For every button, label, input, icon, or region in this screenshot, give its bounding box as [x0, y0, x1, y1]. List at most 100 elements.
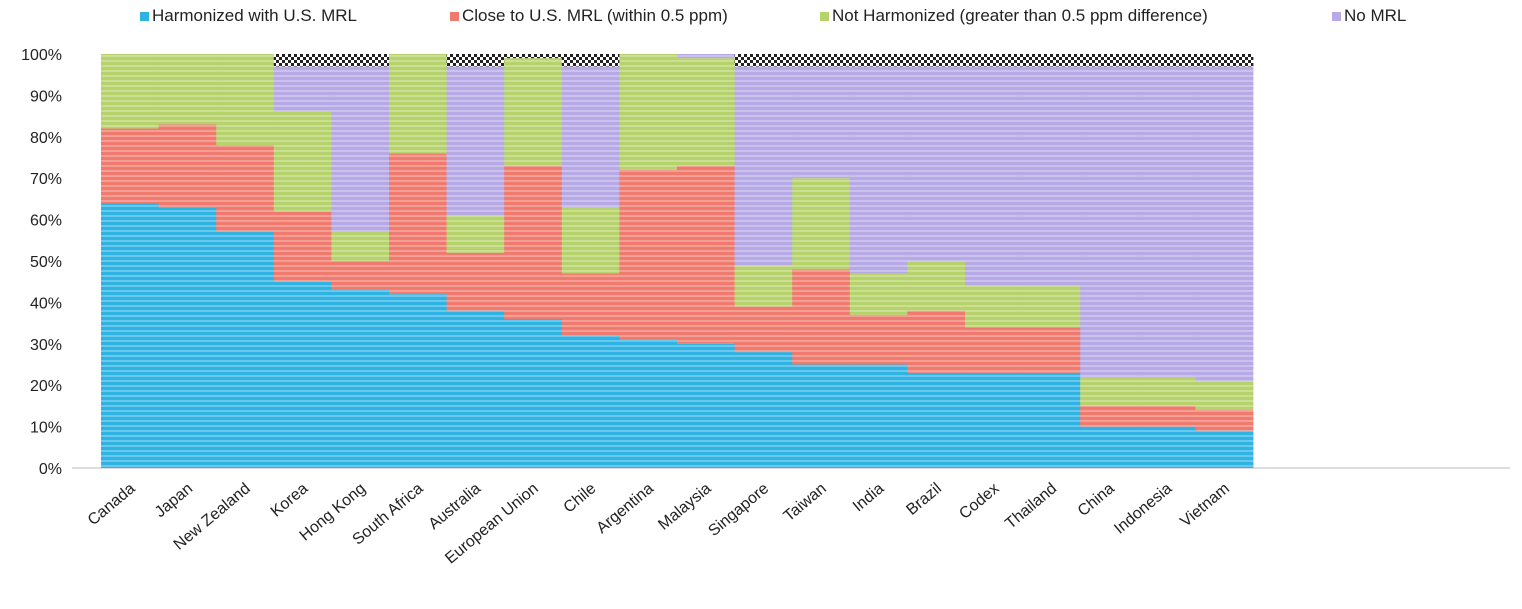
bar-segment-texture	[446, 310, 505, 468]
bar-segment-texture	[907, 66, 966, 261]
bar-segment-unlabeled	[331, 54, 390, 67]
bar-segment-texture	[1080, 376, 1139, 406]
bar-segment-unlabeled	[1022, 54, 1081, 67]
y-tick-label: 10%	[30, 420, 62, 437]
bar-stack	[101, 54, 159, 469]
bar-stack	[561, 54, 620, 468]
x-tick-label: Chile	[561, 480, 600, 517]
bar-segment-texture	[677, 343, 735, 468]
bar-segment-texture	[331, 289, 390, 468]
y-tick-label: 80%	[30, 130, 62, 147]
bar-segment-unlabeled	[1195, 54, 1254, 67]
bar-segment-texture	[389, 294, 447, 468]
y-tick-label: 90%	[30, 88, 62, 105]
y-tick-label: 0%	[39, 461, 62, 478]
bar-segment-texture	[1137, 426, 1196, 468]
bar-segment-texture	[734, 66, 793, 266]
bar-segment-texture	[734, 352, 793, 468]
bar-segment-texture	[158, 124, 217, 208]
bar-segment-texture	[1080, 426, 1139, 468]
bar-stack	[331, 54, 390, 468]
x-tick-label: Codex	[956, 480, 1002, 523]
x-tick-label: Singapore	[705, 480, 772, 540]
legend: Harmonized with U.S. MRL Close to U.S. MR…	[140, 6, 1406, 25]
bar-segment-texture	[446, 215, 505, 253]
bar-stack	[216, 54, 275, 468]
bar-segment-texture	[677, 54, 735, 59]
y-tick-label: 70%	[30, 171, 62, 188]
y-tick-label: 60%	[30, 213, 62, 230]
bar-stack	[1195, 54, 1254, 468]
bar-stack	[849, 54, 908, 468]
bar-segment-texture	[1080, 66, 1139, 377]
bar-segment-texture	[1195, 430, 1254, 468]
bar-segment-unlabeled	[792, 54, 851, 67]
y-tick-label: 40%	[30, 295, 62, 312]
bar-segment-texture	[1022, 372, 1081, 468]
bar-segment-texture	[389, 54, 447, 154]
bar-segment-texture	[965, 372, 1023, 468]
bar-segment-unlabeled	[273, 54, 332, 67]
bar-stack	[619, 54, 678, 468]
bar-segment-unlabeled	[965, 54, 1023, 67]
bar-segment-texture	[965, 327, 1023, 373]
bar-segment-texture	[792, 269, 851, 365]
bar-segment-texture	[1022, 66, 1081, 286]
bar-segment-texture	[504, 58, 563, 166]
bar-segment-texture	[1195, 66, 1254, 382]
y-tick-label: 30%	[30, 337, 62, 354]
bar-segment-unlabeled	[849, 54, 908, 67]
bar-segment-texture	[792, 364, 851, 468]
bar-segment-texture	[1195, 381, 1254, 411]
x-tick-label: Korea	[268, 480, 312, 521]
bar-segment-texture	[1195, 410, 1254, 431]
bar-segment-unlabeled	[1137, 54, 1196, 67]
bar-segment-texture	[216, 232, 275, 468]
x-tick-label: China	[1075, 480, 1118, 520]
bar-stack	[734, 54, 793, 468]
bar-segment-texture	[504, 318, 563, 468]
bar-segment-texture	[561, 207, 620, 274]
legend-swatch	[1332, 12, 1341, 21]
bar-stack	[965, 54, 1023, 468]
x-tick-label: Australia	[426, 480, 485, 533]
bar-segment-texture	[561, 273, 620, 336]
legend-swatch	[450, 12, 459, 21]
bar-segment-texture	[331, 261, 390, 290]
x-tick-label: Indonesia	[1111, 480, 1175, 538]
bar-segment-texture	[792, 178, 851, 270]
bar-segment-unlabeled	[446, 54, 505, 67]
bar-segment-texture	[619, 339, 678, 468]
bar-segment-texture	[1137, 66, 1196, 377]
bar-segment-texture	[389, 153, 447, 295]
bar-segment-texture	[1080, 405, 1139, 427]
bar-segment-texture	[849, 314, 908, 365]
bar-segment-texture	[158, 54, 217, 125]
legend-swatch	[140, 12, 149, 21]
bar-stack	[504, 54, 563, 468]
x-tick-label: Vietnam	[1177, 480, 1233, 531]
bar-segment-texture	[158, 207, 217, 468]
bars	[101, 54, 1254, 469]
bar-segment-texture	[101, 128, 159, 204]
bar-stack	[792, 54, 851, 468]
x-tick-label: Canada	[85, 480, 139, 529]
bar-stack	[677, 54, 735, 468]
legend-label: Harmonized with U.S. MRL	[152, 6, 357, 25]
legend-label: Close to U.S. MRL (within 0.5 ppm)	[462, 6, 728, 25]
bar-stack	[907, 54, 966, 468]
bar-segment-texture	[1137, 405, 1196, 427]
y-tick-label: 50%	[30, 254, 62, 271]
bar-segment-texture	[792, 66, 851, 179]
bar-stack	[446, 54, 505, 468]
bar-segment-texture	[273, 111, 332, 212]
bar-segment-texture	[677, 165, 735, 344]
bar-segment-texture	[101, 54, 159, 129]
legend-entry: Not Harmonized (greater than 0.5 ppm dif…	[820, 6, 1208, 25]
bar-segment-texture	[331, 66, 390, 233]
x-tick-label: Japan	[152, 480, 196, 521]
bar-segment-texture	[273, 211, 332, 282]
bar-segment-texture	[446, 252, 505, 311]
